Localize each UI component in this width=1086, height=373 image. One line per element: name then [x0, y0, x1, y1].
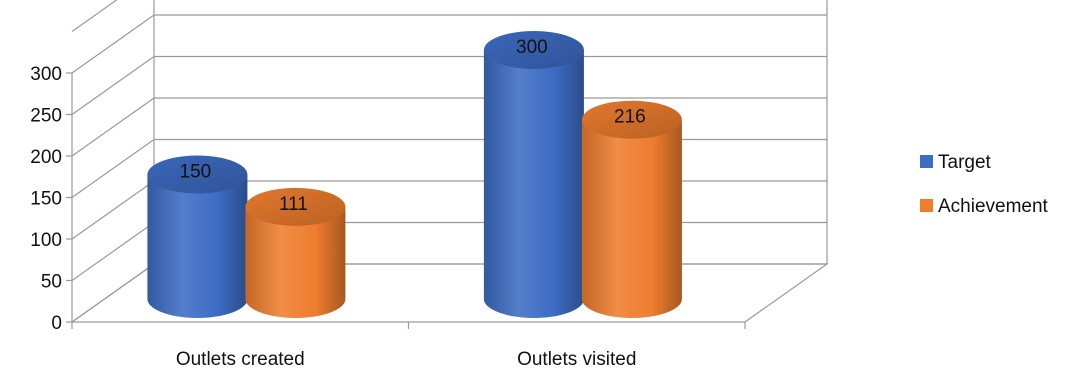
cylinder-body [245, 206, 346, 319]
bar-achievement-outlets-created [245, 187, 346, 319]
cylinder-top [581, 100, 682, 139]
data-label-target-outlets-visited: 300 [516, 37, 548, 58]
legend-item-target: Target [920, 152, 992, 173]
y-tick-label: 0 [51, 313, 62, 334]
data-label-achievement-outlets-visited: 216 [614, 107, 646, 128]
bar-target-outlets-created [147, 155, 248, 318]
legend-swatch [920, 199, 933, 212]
cylinder-top [483, 31, 584, 69]
gridline [71, 55, 827, 115]
legend-label: Achievement [938, 196, 1049, 217]
cylinder-body [581, 119, 682, 319]
cylinder-top [147, 155, 248, 194]
y-tick-label: 200 [30, 147, 62, 168]
bar-target-outlets-visited [483, 31, 584, 318]
category-label-outlets-visited: Outlets visited [517, 349, 636, 370]
category-label-outlets-created: Outlets created [176, 349, 305, 370]
y-tick-label: 100 [30, 230, 62, 251]
cylinder-body [147, 174, 248, 318]
legend-swatch [920, 155, 933, 168]
gridline [71, 14, 827, 74]
cylinder-top [245, 187, 346, 226]
data-label-target-outlets-created: 150 [180, 162, 212, 183]
y-tick-label: 300 [30, 64, 62, 85]
gridline [71, 0, 118, 32]
gridline [71, 97, 827, 157]
y-tick-label: 150 [30, 189, 62, 210]
y-tick-label: 250 [30, 106, 62, 127]
legend-label: Target [938, 152, 992, 173]
cylinder-body [483, 50, 584, 318]
data-label-achievement-outlets-created: 111 [279, 194, 308, 215]
y-tick-label: 50 [41, 272, 62, 293]
bar-achievement-outlets-visited [581, 100, 682, 319]
legend-item-achievement: Achievement [920, 196, 1049, 217]
